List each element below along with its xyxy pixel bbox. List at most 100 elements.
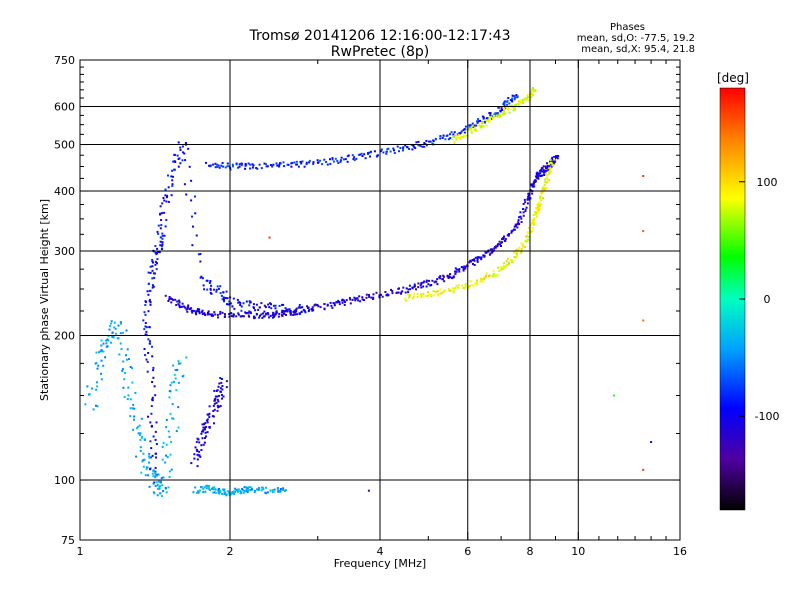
data-point <box>260 489 263 492</box>
data-point <box>203 312 206 315</box>
data-point <box>194 212 197 215</box>
data-point <box>258 486 261 489</box>
data-point <box>160 477 163 480</box>
data-point <box>216 398 219 401</box>
data-point <box>367 152 369 154</box>
data-point <box>368 295 371 298</box>
data-point <box>642 175 645 177</box>
data-point <box>363 153 366 156</box>
data-point <box>275 311 278 314</box>
data-point <box>532 221 534 223</box>
data-point <box>152 369 155 372</box>
data-point <box>534 211 537 214</box>
data-point <box>399 147 402 149</box>
data-point <box>547 173 550 175</box>
data-point <box>433 281 436 284</box>
data-point <box>266 165 269 168</box>
data-point <box>548 179 550 182</box>
data-point <box>170 440 173 443</box>
data-point <box>447 138 450 141</box>
data-point <box>142 319 145 322</box>
data-point <box>488 253 491 256</box>
data-point <box>384 291 387 293</box>
data-point <box>175 430 178 433</box>
data-point <box>333 304 336 307</box>
data-point <box>492 270 495 273</box>
data-point <box>408 148 411 150</box>
data-point <box>226 165 229 168</box>
data-point <box>536 176 539 179</box>
data-point <box>537 201 540 204</box>
data-point <box>548 165 550 168</box>
y-tick-label: 750 <box>54 54 75 67</box>
data-point <box>195 310 198 313</box>
data-point <box>500 266 502 269</box>
data-point <box>232 315 235 318</box>
data-point <box>477 120 480 123</box>
data-point <box>175 304 178 306</box>
data-point <box>476 259 479 262</box>
data-point <box>152 272 155 275</box>
data-point <box>464 285 467 288</box>
data-point <box>520 252 523 255</box>
data-point <box>165 418 168 421</box>
data-point <box>536 203 539 206</box>
data-point <box>441 137 444 139</box>
data-point <box>259 314 261 317</box>
data-point <box>278 304 281 307</box>
data-point <box>228 300 231 303</box>
data-point <box>266 491 269 494</box>
data-point <box>546 164 549 167</box>
data-point <box>151 260 154 263</box>
data-point <box>553 162 556 165</box>
data-point <box>346 160 349 163</box>
data-point <box>413 283 416 286</box>
data-point <box>179 362 182 365</box>
data-point <box>129 407 132 410</box>
data-point <box>254 309 257 312</box>
data-point <box>276 488 279 491</box>
data-point <box>263 304 266 307</box>
data-point <box>544 183 547 186</box>
data-point <box>295 310 298 313</box>
data-point <box>138 434 141 436</box>
data-point <box>458 137 461 140</box>
data-point <box>107 339 110 342</box>
data-point <box>154 263 157 266</box>
data-point <box>413 292 416 295</box>
data-point <box>178 362 180 365</box>
data-point <box>168 470 171 473</box>
x-tick-label: 4 <box>377 545 384 558</box>
data-point <box>242 489 245 492</box>
data-point <box>251 163 254 166</box>
data-point <box>122 360 125 363</box>
data-point <box>449 276 452 279</box>
data-point <box>269 164 272 166</box>
data-point <box>273 488 276 491</box>
data-point <box>144 300 147 303</box>
data-point <box>162 197 165 199</box>
data-point <box>545 169 548 172</box>
data-point <box>503 235 505 238</box>
data-point <box>514 103 517 106</box>
data-point <box>276 487 279 489</box>
data-point <box>335 301 338 304</box>
data-point <box>532 218 535 221</box>
data-point <box>171 298 174 301</box>
data-point <box>544 178 547 181</box>
data-point <box>215 401 218 404</box>
data-point <box>213 422 215 425</box>
data-point <box>239 492 242 495</box>
data-point <box>144 304 147 306</box>
data-point <box>506 99 509 102</box>
data-point <box>260 167 263 170</box>
data-point <box>140 436 143 439</box>
data-point <box>408 284 411 287</box>
data-point <box>187 304 190 307</box>
data-point <box>524 246 526 249</box>
data-point <box>321 163 324 166</box>
data-point <box>446 274 449 277</box>
data-point <box>527 238 530 241</box>
data-point <box>191 309 194 312</box>
data-point <box>160 219 163 221</box>
